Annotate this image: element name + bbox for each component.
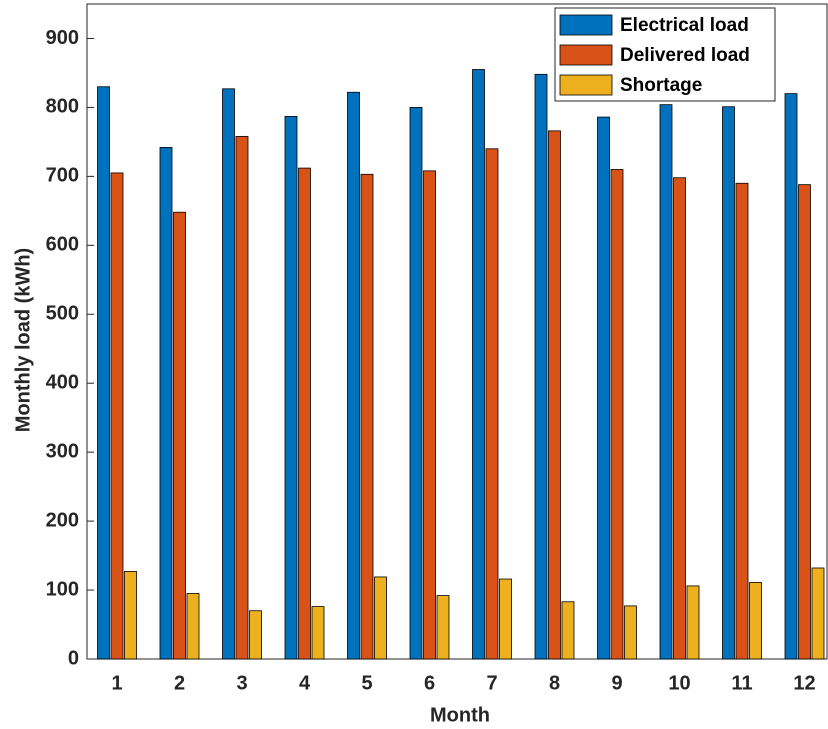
y-axis-label: Monthly load (kWh) — [12, 248, 34, 432]
plot-area — [86, 3, 828, 660]
bar — [97, 86, 110, 660]
bar — [798, 184, 811, 660]
bar — [485, 148, 499, 660]
x-tick-label: 4 — [299, 672, 311, 694]
bar — [159, 147, 173, 660]
x-tick-label: 2 — [174, 672, 185, 694]
y-tick-label: 100 — [46, 578, 79, 600]
y-tick-label: 800 — [46, 96, 79, 118]
x-tick-label: 7 — [486, 672, 497, 694]
bar — [186, 593, 200, 660]
y-tick-label: 900 — [46, 27, 79, 49]
x-axis-label: Month — [430, 704, 490, 726]
y-tick-label: 700 — [46, 165, 79, 187]
y-tick-label: 0 — [68, 647, 79, 669]
legend-label: Electrical load — [620, 15, 749, 36]
bar — [235, 135, 249, 660]
x-tick-label: 6 — [424, 672, 435, 694]
y-tick-label: 500 — [46, 303, 79, 325]
legend-swatch — [559, 74, 613, 96]
bar — [735, 182, 749, 660]
bar — [311, 606, 325, 660]
x-tick-label: 1 — [111, 672, 122, 694]
y-tick-label: 600 — [46, 234, 79, 256]
bar — [409, 107, 423, 660]
legend-swatch — [559, 44, 613, 66]
bar — [749, 582, 762, 660]
bar — [249, 610, 262, 660]
x-tick-label: 5 — [361, 672, 372, 694]
legend-swatch — [559, 14, 613, 36]
x-tick-label: 12 — [793, 672, 815, 694]
bar — [298, 167, 311, 660]
bar — [423, 170, 436, 660]
y-tick-label: 300 — [46, 440, 79, 462]
bar — [548, 130, 561, 660]
bar — [784, 93, 798, 660]
bar — [561, 601, 575, 660]
x-tick-label: 11 — [731, 672, 752, 694]
bar — [472, 69, 485, 660]
bar — [347, 91, 360, 660]
bar — [374, 576, 387, 660]
bar — [659, 104, 673, 660]
x-tick-label: 8 — [549, 672, 560, 694]
bar — [624, 605, 637, 660]
bar — [811, 567, 825, 660]
bar — [686, 585, 700, 660]
y-tick-label: 400 — [46, 371, 79, 393]
bar — [110, 172, 124, 660]
bar — [722, 106, 735, 660]
bar — [597, 116, 610, 660]
x-tick-label: 10 — [668, 672, 690, 694]
bar — [436, 595, 450, 660]
y-tick-label: 200 — [46, 509, 79, 531]
bar — [360, 173, 374, 660]
x-tick-label: 3 — [236, 672, 247, 694]
bar — [610, 169, 624, 660]
bar — [173, 211, 186, 660]
legend-label: Delivered load — [620, 45, 750, 66]
bar — [673, 177, 686, 660]
bar — [284, 115, 298, 660]
legend-label: Shortage — [620, 75, 702, 96]
bar — [499, 578, 512, 660]
bar — [124, 571, 137, 660]
bar — [222, 88, 235, 660]
x-tick-label: 9 — [611, 672, 622, 694]
bar — [534, 73, 548, 660]
